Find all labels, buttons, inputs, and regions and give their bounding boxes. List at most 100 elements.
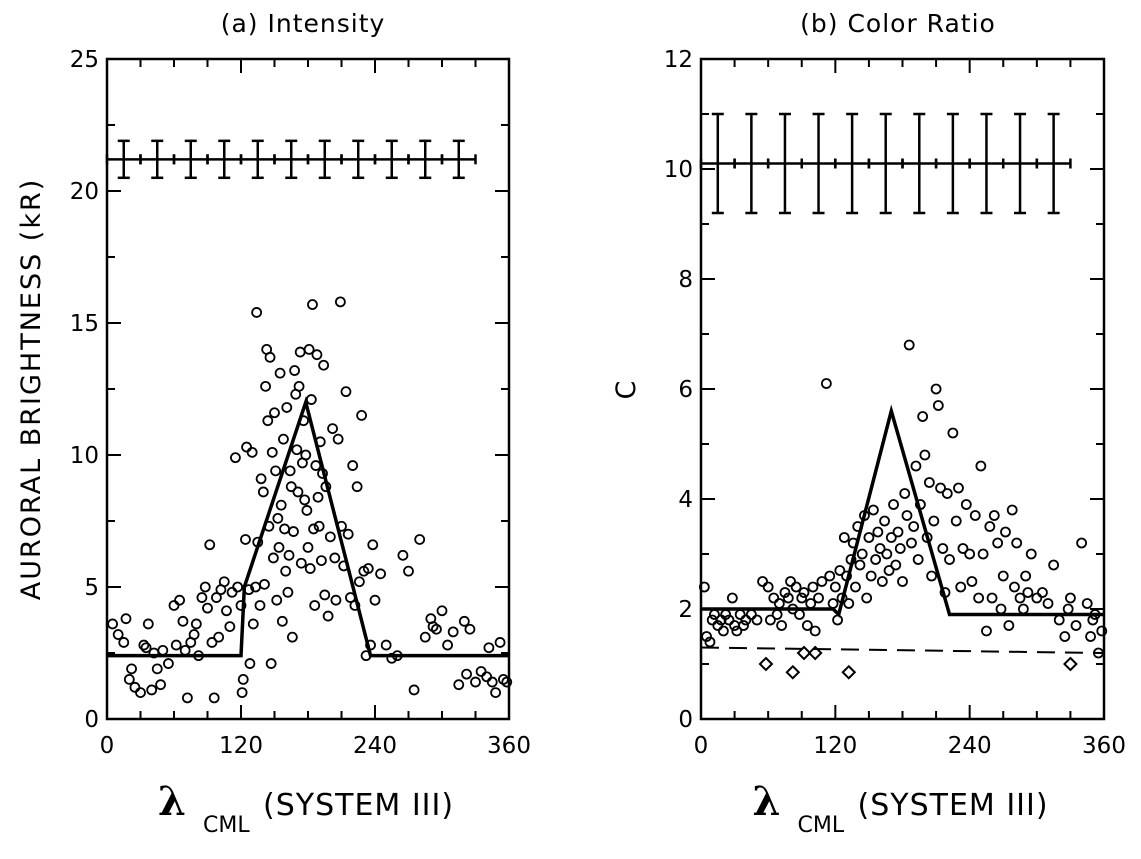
panel-a-data-point	[332, 433, 344, 445]
panel-b-data-point	[986, 592, 998, 604]
panel-a-data-point	[375, 568, 386, 580]
panel-a-data-point	[286, 631, 298, 643]
panel-b-error-bar	[834, 112, 871, 215]
panel-b-data-point-diamond	[758, 656, 774, 672]
panel-b-error-bar	[934, 112, 971, 215]
panel-a-data-point	[347, 460, 359, 471]
panel-b-data-point	[977, 548, 989, 560]
panel-b-data-point	[731, 625, 743, 637]
panel-a-data-point	[271, 594, 283, 606]
panel-a-data-point	[318, 359, 330, 371]
panel-a-data-point	[241, 441, 252, 453]
panel-b-data-point	[734, 609, 746, 620]
panel-a-error-bar	[139, 139, 176, 180]
panel-b-error-bar	[733, 112, 770, 215]
panel-a-error-bar	[239, 139, 276, 180]
panel-b-y-tick-label: 12	[664, 47, 693, 73]
panel-a-data-point	[313, 520, 325, 532]
panel-b-y-tick-label: 8	[678, 267, 693, 293]
panel-b-x-label-text: (SYSTEM III)	[858, 788, 1049, 823]
panel-b-data-point	[867, 504, 879, 516]
panel-b-data-point	[712, 620, 724, 631]
panel-a-model-line	[107, 395, 509, 658]
panel-a-y-tick-label: 10	[70, 443, 99, 469]
panel-a-data-point	[188, 629, 200, 640]
panel-a-data-point	[196, 592, 208, 603]
panel-b-data-point	[988, 510, 1000, 521]
panel-a-data-point	[107, 618, 118, 630]
panel-b-data-point	[773, 598, 785, 609]
panel-b-data-point	[910, 460, 922, 472]
panel-a-data-point	[419, 631, 431, 643]
panel-b-data-point	[930, 383, 942, 395]
panel-b-data-point	[960, 499, 972, 510]
panel-b-data-point	[827, 598, 839, 609]
panel-a-data-point	[206, 637, 218, 648]
panel-b-dashed-line	[700, 646, 1105, 654]
panel-b-data-point	[984, 521, 996, 532]
panel-a-data-point	[414, 534, 426, 545]
panel-a-data-point	[181, 692, 193, 704]
panel-b-data-point	[1014, 592, 1026, 604]
panel-a-data-point	[120, 613, 132, 625]
panel-a-data-point	[291, 444, 303, 456]
panel-b-data-point	[947, 427, 959, 439]
panel-b-data-point	[765, 614, 776, 626]
panel-b-data-point	[992, 537, 1004, 549]
panel-b-data-point	[981, 625, 992, 637]
panel-a-intensity: (a) Intensity 0 120 240 360 0 5 10 15 20 25 AURORAL…	[16, 9, 531, 838]
panel-a-data-point	[386, 652, 398, 664]
panel-a-data-point	[265, 658, 277, 669]
panel-b-data-point	[969, 510, 981, 521]
panel-b-data-point	[1059, 631, 1071, 642]
panel-a-data-point	[293, 380, 305, 392]
panel-a-data-point	[221, 605, 232, 617]
panel-a-error-bar	[340, 139, 377, 180]
panel-b-data-point	[937, 543, 949, 554]
panel-b-data-point	[872, 526, 884, 538]
panel-b-data-point	[738, 620, 749, 631]
panel-a-data-point	[251, 307, 263, 318]
panel-b-data-point	[899, 488, 911, 499]
panel-b-data-point	[865, 570, 877, 582]
panel-b-data-point	[1006, 504, 1018, 516]
panel-a-data-point	[470, 676, 481, 688]
panel-a-data-point	[255, 473, 267, 485]
panel-b-data-point	[1031, 592, 1043, 604]
panel-a-error-bar	[206, 139, 243, 180]
panel-a-data-point	[244, 658, 256, 669]
panel-a-y-tick-label: 0	[84, 707, 99, 733]
panel-a-data-point	[299, 494, 311, 506]
panel-a-data-point	[218, 576, 230, 588]
panel-a-data-point	[170, 639, 182, 651]
panel-b-data-point	[751, 614, 763, 626]
panel-a-data-point	[397, 549, 409, 561]
panel-a-x-label-subscript: CML	[203, 813, 250, 838]
panel-a-data-point	[247, 618, 259, 630]
panel-a-data-point	[129, 681, 141, 693]
panel-b-data-point	[953, 482, 964, 494]
panel-a-y-tick-label: 5	[84, 575, 99, 601]
panel-b-data-point	[723, 614, 735, 626]
panel-b-data-point	[885, 532, 897, 543]
panel-b-data-point	[698, 581, 710, 593]
panel-a-data-point	[140, 642, 152, 654]
panel-b-data-point	[1018, 603, 1029, 615]
panel-a-data-point	[259, 578, 270, 590]
panel-b-data-point	[1076, 537, 1088, 549]
panel-a-data-point	[431, 623, 442, 635]
panel-a-data-point	[475, 666, 487, 677]
panel-a-data-point	[235, 600, 247, 611]
panel-b-y-tick-label: 10	[664, 157, 693, 183]
panel-a-data-point	[324, 531, 336, 543]
panel-b-data-point	[888, 499, 899, 510]
panel-a-data-point	[302, 542, 314, 553]
panel-b-data-point	[995, 603, 1007, 615]
panel-a-data-point	[461, 668, 472, 680]
panel-a-data-point	[295, 557, 307, 569]
panel-a-data-point	[208, 692, 220, 704]
panel-b-y-tick-label: 6	[678, 377, 693, 403]
panel-a-data-point	[270, 465, 282, 477]
panel-b-data-point	[894, 543, 906, 554]
